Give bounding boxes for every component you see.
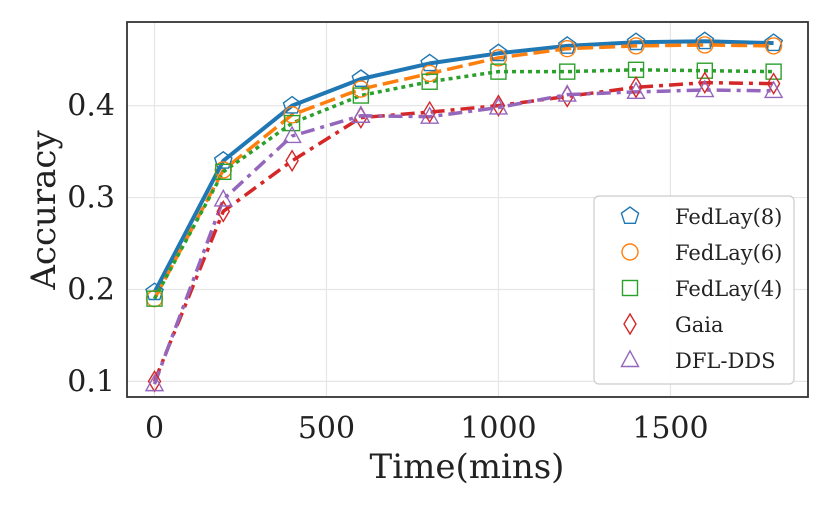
x-tick-label: 1000: [460, 411, 536, 446]
data-point-series-4: [419, 106, 440, 124]
data-point-series-3: [491, 94, 506, 118]
legend-marker: [621, 243, 639, 261]
data-point-series-2: [215, 163, 232, 181]
data-point-series-0: [489, 43, 508, 62]
data-point-series-1: [420, 64, 439, 83]
data-point-series-0: [557, 36, 577, 54]
data-point-series-3: [147, 370, 162, 393]
x-axis-ticks: 0 500 1000 1500: [145, 411, 709, 446]
legend-label: Gaia: [675, 313, 724, 337]
legend: FedLay(8) FedLay(6) FedLay(4) Gaia DFL-DDS: [593, 195, 795, 385]
x-axis-title: Time(mins): [370, 447, 565, 487]
y-tick-label: 0.4: [67, 89, 115, 124]
data-point-series-2: [283, 114, 301, 132]
data-point-series-4: [557, 84, 577, 102]
data-point-series-1: [489, 49, 508, 67]
data-point-series-4: [213, 188, 233, 207]
series-line-0: [152, 39, 774, 294]
data-point-series-4: [488, 97, 509, 115]
data-point-series-4: [351, 105, 371, 123]
series-line-1: [152, 43, 774, 300]
y-tick-label: 0.2: [67, 272, 115, 307]
legend-label: FedLay(6): [675, 241, 782, 265]
data-point-series-3: [285, 149, 299, 173]
legend-label: FedLay(4): [675, 277, 782, 301]
y-axis-ticks: 0.1 0.2 0.3 0.4: [67, 89, 115, 400]
data-point-series-0: [282, 95, 302, 114]
data-point-series-1: [627, 37, 645, 55]
data-point-series-0: [695, 31, 715, 50]
data-point-series-2: [559, 63, 576, 80]
series-markers: [144, 31, 784, 393]
data-point-series-2: [146, 290, 163, 307]
y-tick-label: 0.1: [67, 364, 115, 399]
data-point-series-0: [145, 282, 164, 301]
series-line-2: [152, 68, 774, 300]
data-point-series-4: [695, 79, 715, 98]
data-point-series-1: [558, 39, 576, 58]
data-point-series-2: [490, 63, 507, 80]
data-point-series-0: [213, 150, 233, 169]
legend-marker: [620, 349, 640, 368]
legend-marker: [623, 312, 637, 336]
legend-marker: [620, 206, 640, 225]
data-point-series-0: [626, 32, 646, 51]
series-lines: [152, 39, 774, 385]
x-tick-label: 0: [145, 411, 164, 446]
data-point-series-2: [352, 87, 370, 104]
data-point-series-4: [763, 80, 784, 99]
data-point-series-1: [696, 36, 714, 54]
legend-marker: [621, 279, 639, 297]
data-point-series-0: [420, 53, 440, 72]
y-axis-title: Accuracy: [24, 130, 64, 291]
x-tick-label: 500: [298, 411, 355, 446]
series-line-3: [152, 80, 774, 383]
x-tick-label: 1500: [632, 411, 708, 446]
legend-label: DFL-DDS: [675, 349, 776, 373]
data-point-series-1: [283, 106, 301, 124]
data-point-series-2: [765, 63, 782, 80]
data-point-series-3: [629, 75, 643, 99]
data-point-series-0: [351, 69, 371, 88]
legend-label: FedLay(8): [675, 205, 782, 229]
data-point-series-3: [216, 199, 231, 223]
data-point-series-3: [766, 72, 781, 95]
data-point-series-0: [764, 33, 784, 52]
series-line-4: [152, 88, 774, 385]
data-point-series-2: [696, 62, 714, 79]
data-point-series-2: [421, 73, 438, 90]
plot-frame: [126, 21, 809, 398]
data-point-series-1: [764, 37, 783, 55]
y-tick-label: 0.3: [67, 181, 115, 216]
data-point-series-4: [282, 125, 302, 144]
data-point-series-4: [144, 373, 165, 392]
data-point-series-3: [698, 71, 712, 95]
data-point-series-3: [422, 100, 437, 124]
data-point-series-4: [626, 81, 646, 100]
legend-box: [593, 195, 795, 385]
